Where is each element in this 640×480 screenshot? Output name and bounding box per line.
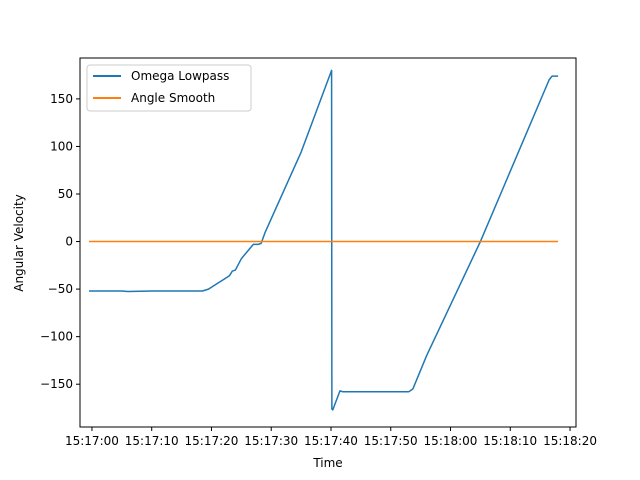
x-tick-label: 15:17:40 [304, 434, 358, 448]
y-tick-label: 150 [50, 92, 73, 106]
x-tick-label: 15:17:00 [65, 434, 119, 448]
x-axis-label: Time [312, 456, 342, 470]
plot-frame [79, 57, 577, 428]
x-tick-label: 15:17:20 [185, 434, 239, 448]
legend-label-omega-lowpass: Omega Lowpass [131, 69, 229, 83]
y-axis-label: Angular Velocity [12, 194, 26, 292]
x-axis: 15:17:00 15:17:10 15:17:20 15:17:30 15:17:40… [65, 427, 597, 448]
x-tick-label: 15:18:20 [543, 434, 597, 448]
x-tick-label: 15:18:00 [424, 434, 478, 448]
y-tick-label: 100 [50, 139, 73, 153]
x-tick-label: 15:18:10 [483, 434, 537, 448]
series-layer [88, 69, 559, 411]
x-tick-label: 15:17:50 [364, 434, 418, 448]
y-axis: −150 −100 −50 0 50 100 150 [40, 92, 80, 391]
legend-box [86, 64, 252, 112]
y-tick-label: 0 [65, 235, 73, 249]
legend-label-angle-smooth: Angle Smooth [131, 91, 215, 105]
y-tick-label: 50 [58, 187, 73, 201]
y-tick-label: −150 [40, 377, 73, 391]
legend: Omega Lowpass Angle Smooth [86, 64, 252, 112]
series-line-omega-lowpass [88, 69, 559, 411]
y-tick-label: −100 [40, 330, 73, 344]
x-tick-label: 15:17:30 [244, 434, 298, 448]
x-tick-label: 15:17:10 [125, 434, 179, 448]
y-tick-label: −50 [48, 282, 73, 296]
